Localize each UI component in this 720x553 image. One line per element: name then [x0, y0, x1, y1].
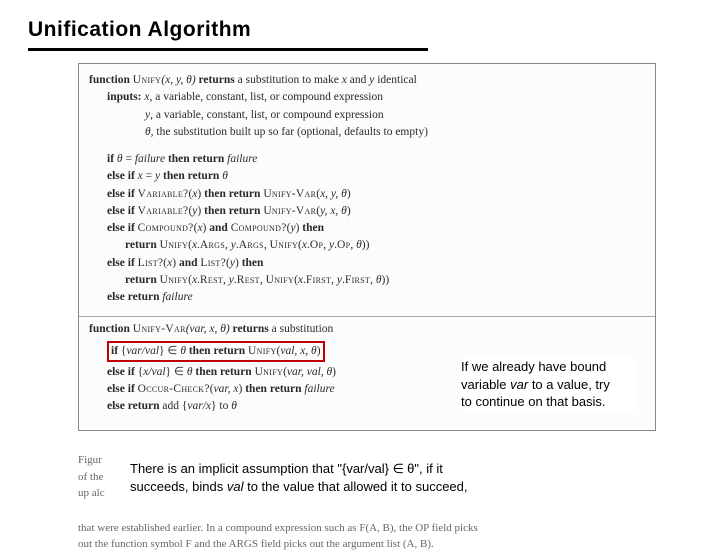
callout-l1: If we already have bound [461, 358, 637, 376]
unify-var-header: function Unify-Var(var, x, θ) returns a … [89, 321, 645, 338]
inputs-line-theta: θ, the substitution built up so far (opt… [89, 124, 645, 141]
figcap-tail1: that were established earlier. In a comp… [78, 520, 638, 537]
unify-returns: a substitution to make x and y identical [238, 74, 417, 86]
highlighted-line: if {var/val} ∈ θ then return Unify(val, … [107, 341, 325, 362]
algo-l5: else if Compound?(x) and Compound?(y) th… [89, 220, 645, 237]
algo-l4: else if Variable?(y) then return Unify-V… [89, 203, 645, 220]
algo-l1: if θ = failure then return failure [89, 151, 645, 168]
function-keyword: function [89, 74, 130, 86]
callout-l2: variable var to a value, try [461, 376, 637, 394]
figcap-tail2: out the function symbol F and the ARGS f… [78, 536, 638, 553]
inputs-line-x: inputs: x, a variable, constant, list, o… [89, 89, 645, 106]
algo-l2: else if x = y then return θ [89, 168, 645, 185]
algo-l6: return Unify(x.Args, y.Args, Unify(x.Op,… [89, 237, 645, 254]
separator [79, 316, 655, 317]
footer-l1: There is an implicit assumption that "{v… [130, 460, 650, 478]
algo-l3: else if Variable?(x) then return Unify-V… [89, 186, 645, 203]
returns-kw: returns [199, 74, 235, 86]
callout-l3: to continue on that basis. [461, 393, 637, 411]
callout-annotation: If we already have bound variable var to… [461, 358, 637, 411]
inputs-line-y: y, a variable, constant, list, or compou… [89, 107, 645, 124]
unify-sig: (x, y, θ) [161, 74, 195, 86]
slide-title: Unification Algorithm [28, 18, 692, 48]
title-underline [28, 48, 428, 51]
footer-annotation: There is an implicit assumption that "{v… [130, 460, 650, 495]
footer-l2: succeeds, binds val to the value that al… [130, 478, 650, 496]
algo-l8: return Unify(x.Rest, y.Rest, Unify(x.Fir… [89, 272, 645, 289]
unify-name: Unify [133, 74, 161, 86]
algo-l9: else return failure [89, 289, 645, 306]
unify-header: function Unify(x, y, θ) returns a substi… [89, 72, 645, 89]
algo-l7: else if List?(x) and List?(y) then [89, 255, 645, 272]
algorithm-box: function Unify(x, y, θ) returns a substi… [78, 63, 656, 431]
inputs-kw: inputs: [107, 91, 142, 103]
